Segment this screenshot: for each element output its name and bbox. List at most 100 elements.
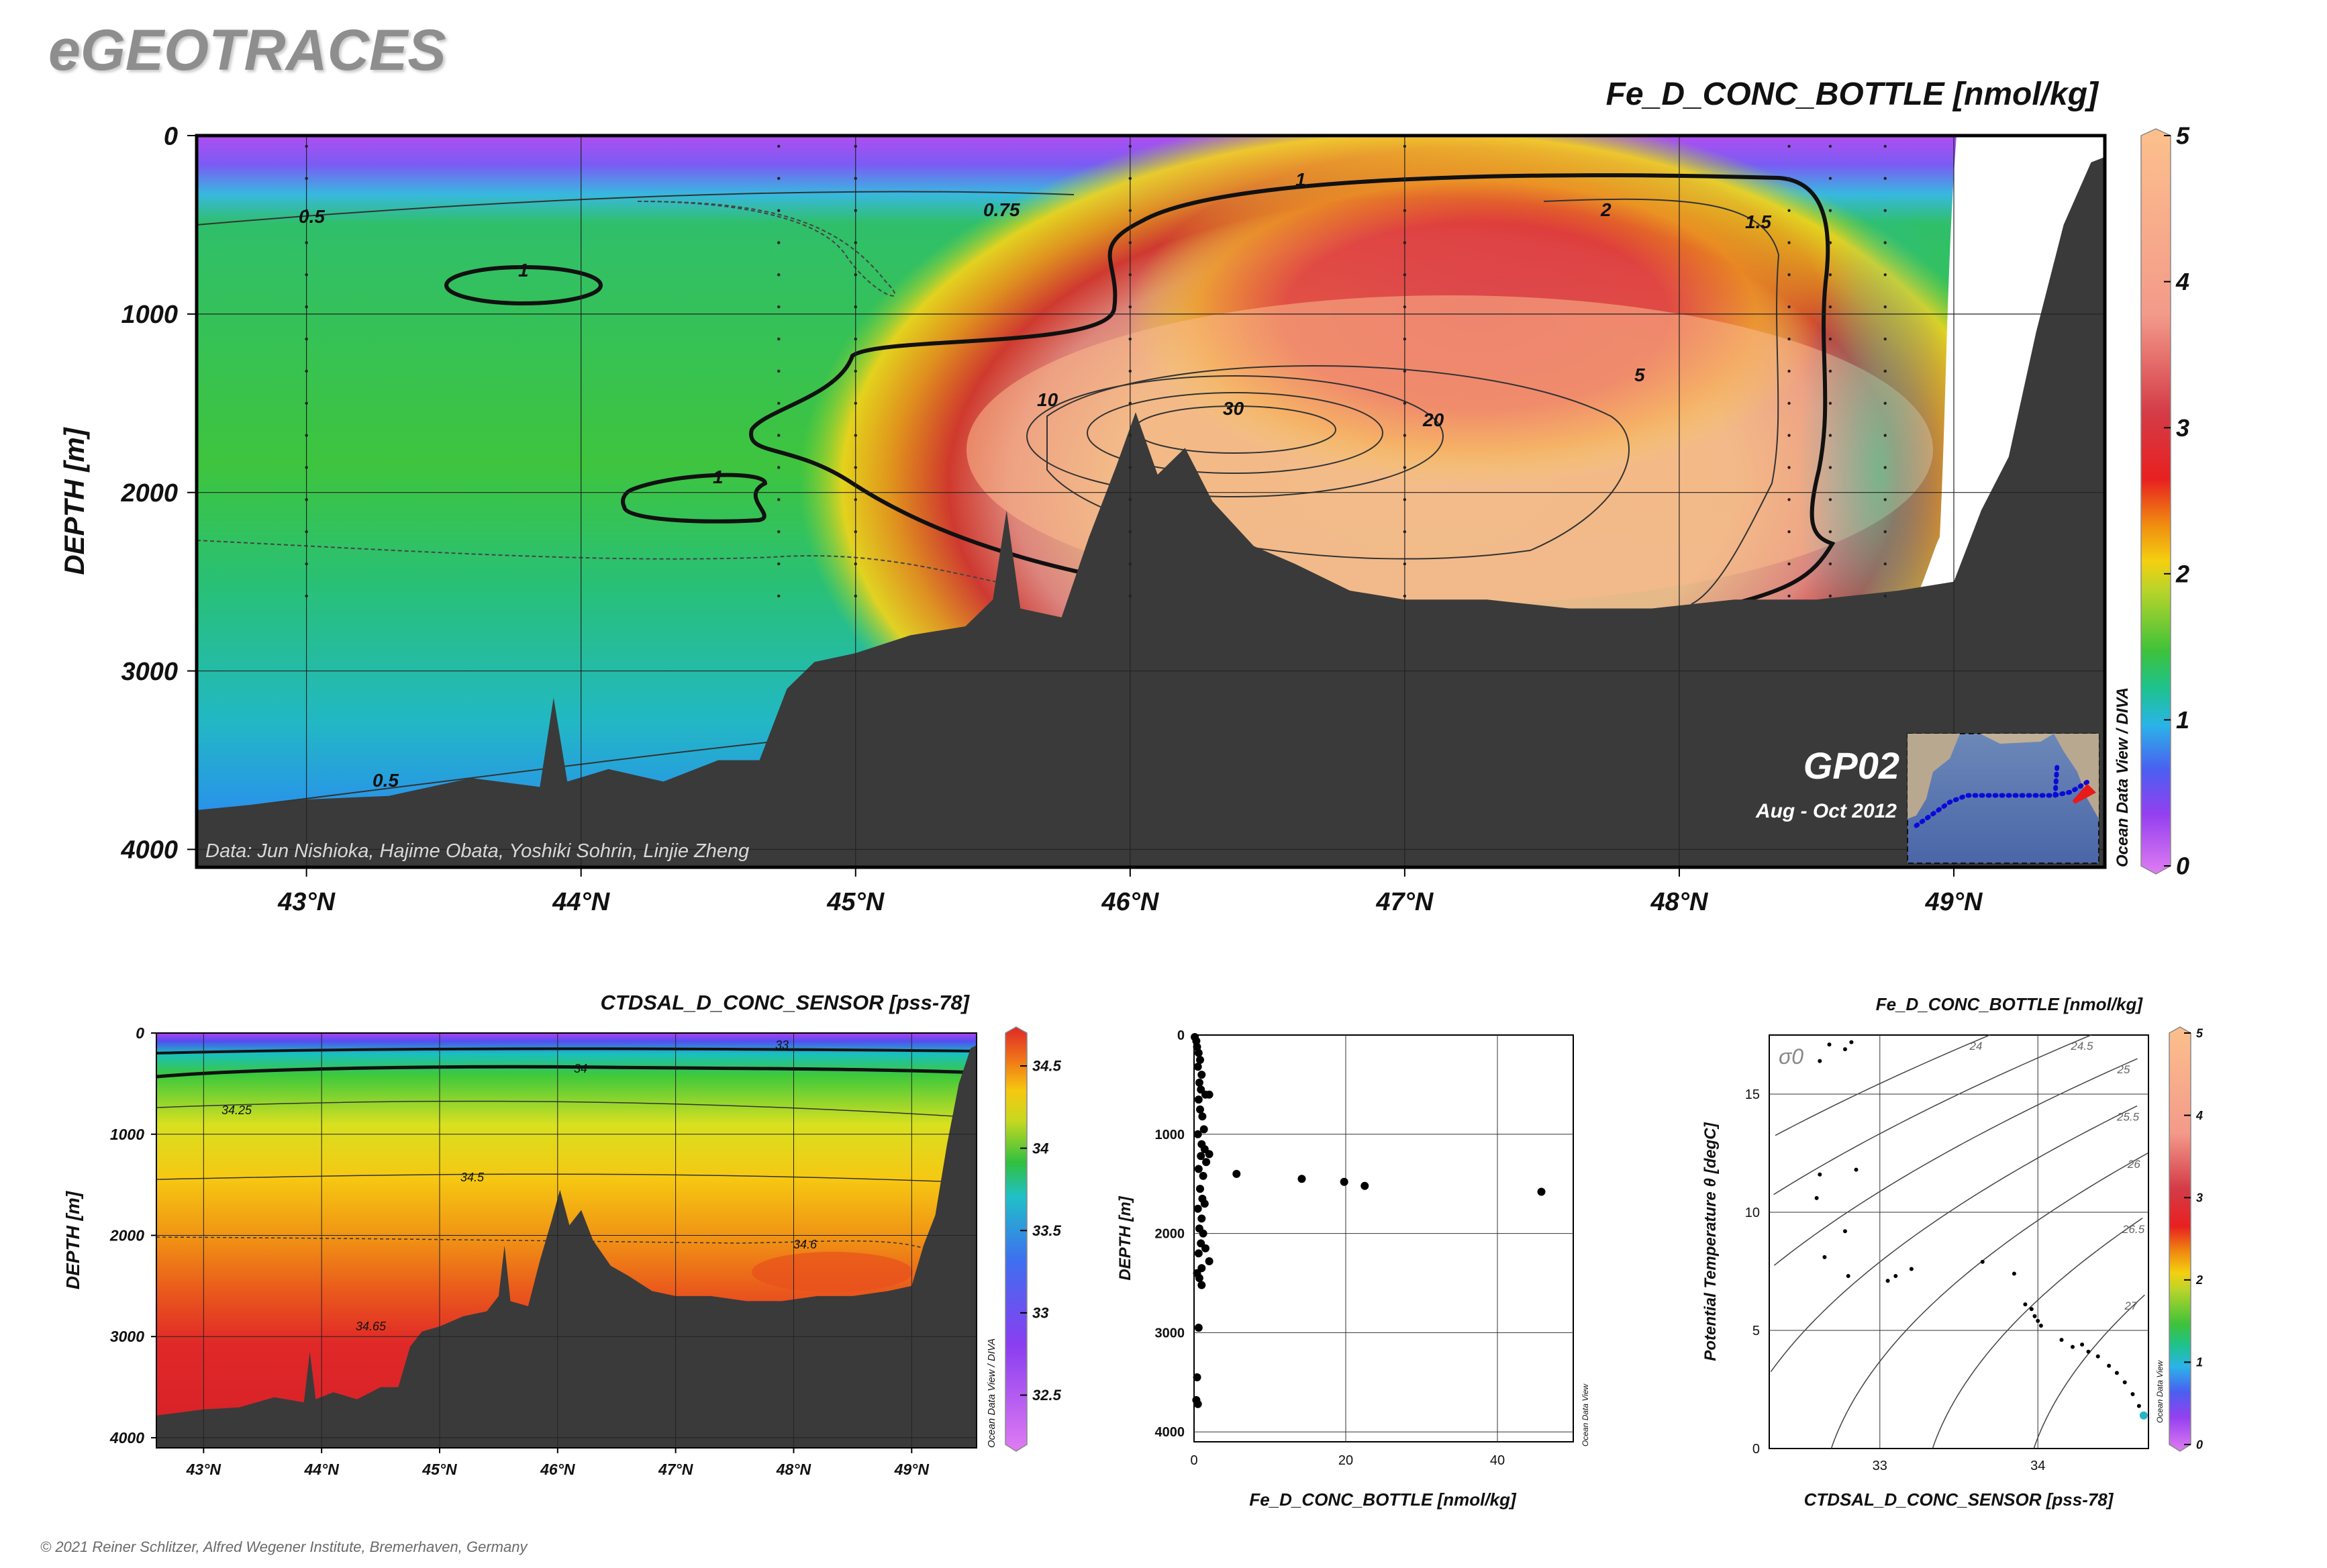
ts-axis-ticks: 33 34 0 5 10 15	[1745, 1087, 2046, 1473]
salinity-odv-credit: Ocean Data View / DIVA	[986, 1338, 997, 1448]
sample-dot	[305, 434, 308, 437]
main-ylabel: DEPTH [m]	[58, 426, 90, 575]
contour-label: 2	[1600, 199, 1612, 220]
colorbar-tick-label: 3	[2176, 414, 2189, 442]
colorbar-tick-label: 5	[2176, 122, 2190, 150]
ts-isopycnals: 24 24.5 25 25.5 26 26.5 27	[1770, 1034, 2148, 1449]
cruise-name: GP02	[1803, 744, 1899, 787]
colorbar-tick-label: 1	[2196, 1356, 2203, 1369]
main-axis-ticks: 43°N 44°N 45°N 46°N 47°N 48°N 49°N010002000300…	[120, 122, 1983, 916]
profile-point	[1197, 1214, 1206, 1223]
ts-point	[1818, 1172, 1822, 1177]
contour-label: 1	[1295, 169, 1306, 190]
sample-dot	[1128, 562, 1132, 566]
profile-point	[1194, 1249, 1203, 1258]
profile-xlabel: Fe_D_CONC_BOTTLE [nmol/kg]	[1249, 1489, 1517, 1510]
contour-label: 30	[1223, 398, 1244, 419]
profile-point	[1196, 1056, 1204, 1064]
ts-point	[1854, 1167, 1859, 1172]
profile-point	[1205, 1090, 1214, 1099]
y-tick-label: 15	[1745, 1087, 1760, 1102]
sample-dot	[854, 305, 857, 309]
salinity-gridlines	[156, 1033, 977, 1448]
sample-dot	[777, 337, 781, 341]
ts-ylabel: Potential Temperature θ [degC]	[1701, 1122, 1720, 1361]
contour-1.5	[1543, 198, 1780, 605]
profile-point	[1205, 1257, 1214, 1265]
main-frame	[195, 134, 2107, 869]
sample-dot	[1883, 177, 1887, 181]
salinity-colorbar-ticks: 32.5 33 33.5 34 34.5	[1020, 1058, 1062, 1404]
sample-dot	[777, 530, 781, 534]
profile-gridlines	[1194, 1035, 1573, 1442]
ts-title: Fe_D_CONC_BOTTLE [nmol/kg]	[1876, 994, 2144, 1014]
profile-point	[1194, 1095, 1203, 1104]
ts-point	[2136, 1404, 2141, 1408]
salinity-colorbar: 32.5 33 33.5 34 34.5	[1005, 1026, 1062, 1452]
ts-point	[2012, 1271, 2016, 1276]
inset-section-highlight	[2072, 783, 2096, 804]
sample-dot	[1128, 241, 1132, 244]
isopycnal-label: 25.5	[2116, 1111, 2140, 1124]
profile-point	[1205, 1150, 1214, 1159]
main-colorbar: 0 1 2 3 4 5	[2140, 122, 2190, 880]
sample-dot	[1883, 273, 1887, 277]
sample-dot	[1828, 337, 1832, 341]
y-tick-label: 4000	[109, 1429, 144, 1447]
colorbar-tick-label: 0	[2176, 852, 2189, 880]
colorbar-tick-label: 2	[2175, 560, 2189, 587]
ts-point	[1885, 1279, 1890, 1283]
y-tick-label: 2000	[1155, 1227, 1185, 1242]
profile-point	[1193, 1063, 1202, 1071]
sample-dot	[305, 369, 308, 373]
sample-dot	[1883, 241, 1887, 244]
profile-point	[1196, 1185, 1204, 1193]
sample-dot	[1828, 466, 1832, 469]
sample-dot	[1128, 177, 1132, 181]
x-tick-label: 20	[1338, 1453, 1353, 1468]
isopycnal-label: 24	[1969, 1040, 1983, 1052]
contour-34	[156, 1065, 977, 1079]
sample-dot	[1128, 144, 1132, 148]
salinity-orange-core	[752, 1252, 913, 1292]
sample-dot	[1787, 177, 1791, 181]
ts-point	[2095, 1354, 2100, 1359]
ts-odv-credit: Ocean Data View	[2155, 1360, 2165, 1423]
y-tick-label: 4000	[1155, 1425, 1185, 1440]
y-tick-label: 1000	[121, 301, 178, 329]
sample-dot	[1787, 337, 1791, 341]
sample-dot	[1883, 305, 1887, 309]
ts-point	[1814, 1195, 1819, 1200]
y-tick-label: 3000	[121, 658, 178, 686]
contour-label: 34	[574, 1062, 587, 1075]
ts-point	[1846, 1274, 1850, 1278]
y-tick-label: 10	[1745, 1206, 1760, 1220]
profile-point	[1537, 1187, 1546, 1196]
salinity-colorbar-bar	[1005, 1026, 1028, 1452]
ts-points	[1814, 1040, 2148, 1420]
brand-logo: eGEOTRACES	[48, 18, 446, 83]
salinity-contour-labels: 33 34 34.25 34.5 34.6 34.65	[221, 1038, 818, 1333]
sample-dot	[1787, 273, 1791, 277]
sample-dot	[854, 562, 857, 566]
x-tick-label: 48°N	[1650, 888, 1708, 916]
main-title: Fe_D_CONC_BOTTLE [nmol/kg]	[1606, 77, 2099, 112]
y-tick-label: 1000	[1155, 1128, 1185, 1142]
contour-label: 1	[518, 260, 529, 281]
profile-point	[1197, 1281, 1206, 1289]
sample-dot	[1883, 562, 1887, 566]
ts-colorbar-bar	[2169, 1026, 2191, 1452]
colorbar-tick-label: 33	[1032, 1305, 1048, 1322]
ts-point	[1827, 1042, 1832, 1047]
sample-dot	[1403, 369, 1407, 373]
colorbar-tick-label: 34	[1032, 1140, 1048, 1157]
contour-label: 0.5	[299, 206, 325, 227]
y-tick-label: 0	[1752, 1442, 1760, 1457]
sample-dot	[1883, 369, 1887, 373]
ts-point	[2107, 1363, 2112, 1368]
sample-dot	[305, 530, 308, 534]
sample-dot	[777, 498, 781, 501]
profile-point	[1198, 1112, 1207, 1121]
profile-point	[1197, 1071, 1206, 1079]
isopycnal-line	[1773, 1058, 2138, 1266]
